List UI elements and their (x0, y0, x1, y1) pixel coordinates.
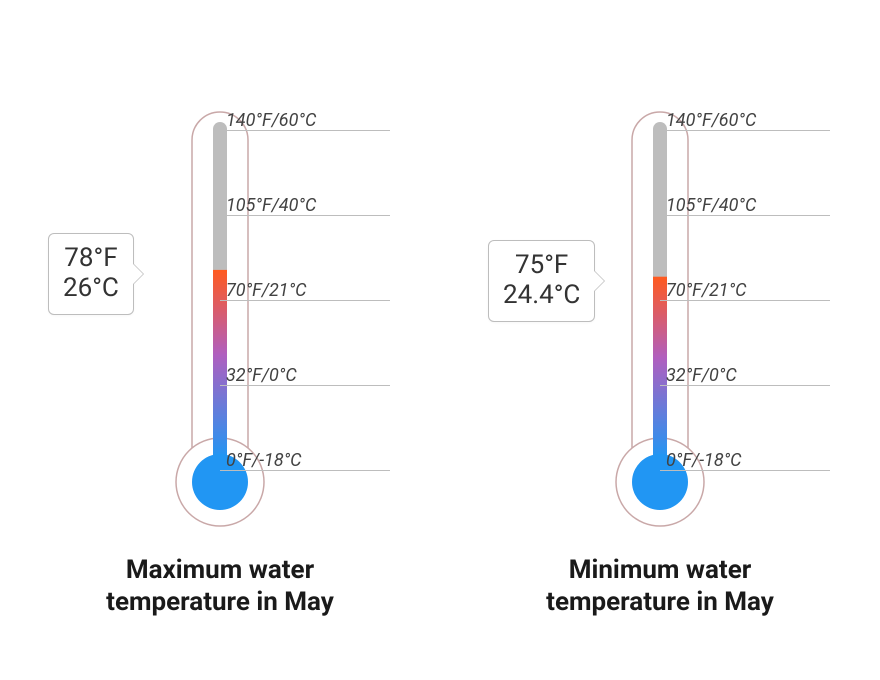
thermometer-graphic: 140°F/60°C 105°F/40°C 70°F/21°C 32°F/0°C 0°F… (30, 62, 410, 542)
scale-label: 0°F/-18°C (220, 450, 302, 471)
scale-label: 32°F/0°C (220, 365, 297, 386)
caption-line: Maximum water (106, 554, 334, 587)
scale-gridline (220, 385, 390, 386)
scale-row: 32°F/0°C (660, 365, 830, 386)
thermometer-svg (610, 82, 710, 542)
caption-line: temperature in May (546, 586, 774, 619)
thermometer-max: 140°F/60°C 105°F/40°C 70°F/21°C 32°F/0°C 0°F… (30, 62, 410, 619)
scale-row: 70°F/21°C (660, 280, 830, 301)
callout-fahrenheit: 75°F (503, 251, 580, 281)
scale-gridline (660, 215, 830, 216)
scale-gridline (220, 300, 390, 301)
callout-celsius: 24.4°C (503, 281, 580, 311)
thermometer-svg (170, 82, 270, 542)
scale-gridline (660, 470, 830, 471)
scale-row: 140°F/60°C (220, 110, 390, 131)
scale-gridline (660, 130, 830, 131)
scale-label: 105°F/40°C (660, 195, 756, 216)
thermometer-caption: Maximum watertemperature in May (106, 554, 334, 619)
callout-fahrenheit: 78°F (63, 244, 119, 274)
scale-label: 140°F/60°C (220, 110, 316, 131)
scale-row: 0°F/-18°C (220, 450, 390, 471)
thermometer-pair: 140°F/60°C 105°F/40°C 70°F/21°C 32°F/0°C 0°F… (30, 62, 850, 619)
thermometer-min: 140°F/60°C 105°F/40°C 70°F/21°C 32°F/0°C 0°F… (470, 62, 850, 619)
scale-gridline (660, 300, 830, 301)
scale-row: 70°F/21°C (220, 280, 390, 301)
scale-label: 0°F/-18°C (660, 450, 742, 471)
thermometer-caption: Minimum watertemperature in May (546, 554, 774, 619)
scale-row: 105°F/40°C (660, 195, 830, 216)
scale-gridline (220, 130, 390, 131)
scale-label: 140°F/60°C (660, 110, 756, 131)
scale-gridline (220, 470, 390, 471)
caption-line: Minimum water (546, 554, 774, 587)
scale-gridline (220, 215, 390, 216)
callout-celsius: 26°C (63, 274, 119, 304)
scale-gridline (660, 385, 830, 386)
scale-row: 105°F/40°C (220, 195, 390, 216)
value-callout: 75°F24.4°C (488, 240, 595, 322)
scale-row: 140°F/60°C (660, 110, 830, 131)
scale-row: 0°F/-18°C (660, 450, 830, 471)
scale-label: 32°F/0°C (660, 365, 737, 386)
value-callout: 78°F26°C (48, 233, 134, 315)
scale-label: 70°F/21°C (220, 280, 307, 301)
thermometer-graphic: 140°F/60°C 105°F/40°C 70°F/21°C 32°F/0°C 0°F… (470, 62, 850, 542)
scale-label: 70°F/21°C (660, 280, 747, 301)
scale-label: 105°F/40°C (220, 195, 316, 216)
caption-line: temperature in May (106, 586, 334, 619)
scale-row: 32°F/0°C (220, 365, 390, 386)
